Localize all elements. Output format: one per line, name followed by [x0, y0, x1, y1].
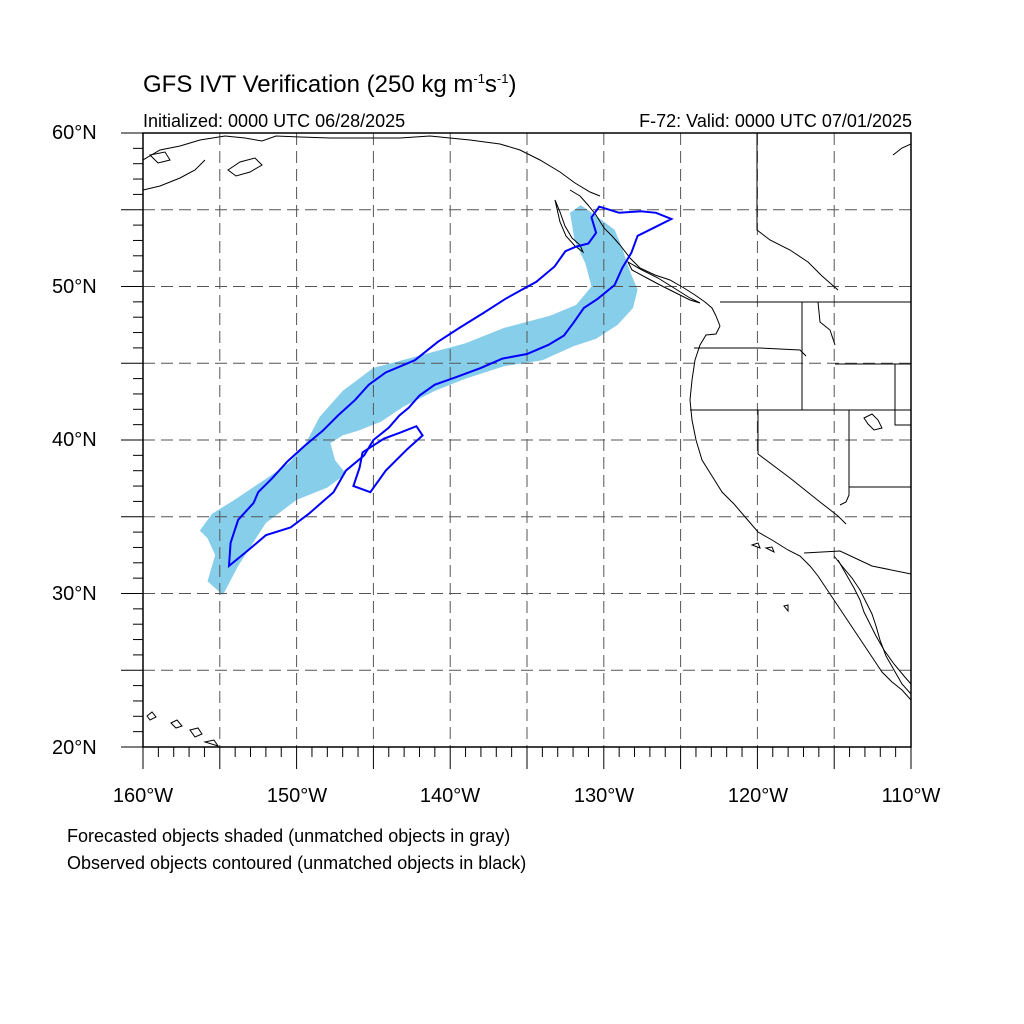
observed-ivt-object-secondary [352, 424, 424, 494]
lon-label-140w: 140°W [419, 785, 481, 807]
bc-coast [619, 244, 721, 327]
lon-label-120w: 120°W [727, 785, 789, 807]
lon-label-130w: 130°W [573, 785, 635, 807]
footnote-observed: Observed objects contoured (unmatched ob… [67, 853, 527, 873]
lat-label-50n: 50°N [52, 276, 97, 298]
wyoming-border [894, 364, 911, 426]
us-west-coast [689, 325, 911, 701]
washington-idaho-border [817, 301, 836, 346]
gulf-of-california [837, 559, 911, 685]
alaska-coast [143, 135, 601, 197]
lat-label-20n: 20°N [52, 737, 97, 759]
oregon-north-border [694, 347, 807, 357]
coastlines [143, 133, 911, 747]
lon-label-160w: 160°W [112, 785, 174, 807]
initialized-time: Initialized: 0000 UTC 06/28/2025 [143, 111, 406, 131]
lat-label-60n: 60°N [52, 122, 97, 144]
great-salt-lake [863, 413, 883, 431]
haida-gwaii-coast [554, 199, 585, 254]
california-nevada-border [757, 410, 847, 525]
lon-label-110w: 110°W [881, 785, 941, 807]
nevada-utah-border [839, 410, 850, 506]
footnote-forecast: Forecasted objects shaded (unmatched obj… [67, 826, 511, 846]
baja-coast [833, 555, 911, 695]
kodiak-coast [143, 159, 206, 191]
political-boundaries [690, 301, 911, 575]
lat-label-40n: 40°N [52, 429, 97, 451]
valid-time: F-72: Valid: 0000 UTC 07/01/2025 [639, 111, 912, 131]
lat-label-30n: 30°N [52, 583, 97, 605]
canada-coast-north [756, 133, 839, 291]
us-mexico-border [803, 550, 911, 575]
hawaii-islands [146, 711, 220, 747]
observed-ivt-object [227, 205, 674, 569]
vancouver-island [626, 260, 701, 304]
map-title: GFS IVT Verification (250 kg m-1s-1) [143, 71, 517, 98]
lon-label-150w: 150°W [266, 785, 328, 807]
forecast-ivt-object [199, 205, 638, 595]
lat-lon-grid [143, 133, 911, 747]
axis-ticks [121, 132, 912, 769]
